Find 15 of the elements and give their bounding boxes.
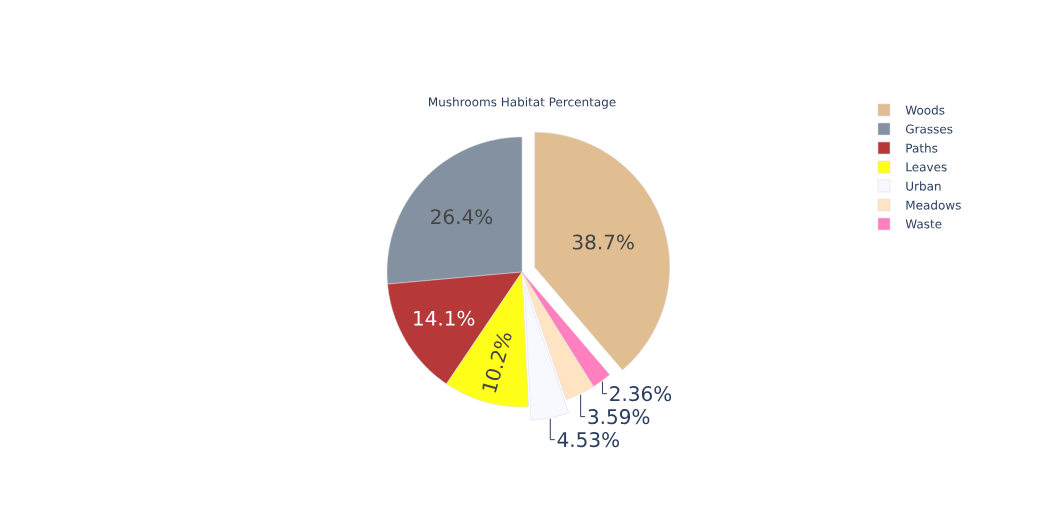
legend-label: Woods [905, 105, 945, 115]
data-label: 3.59% [588, 409, 650, 425]
data-label: 10.2% [482, 333, 512, 393]
legend-label: Urban [906, 181, 941, 191]
legend-label: Waste [905, 219, 942, 229]
legend-label: Paths [906, 143, 938, 153]
data-label: 26.4% [431, 209, 493, 225]
legend-label: Meadows [906, 200, 961, 210]
legend-label: Grasses [905, 124, 953, 134]
data-label: 4.53% [557, 432, 619, 448]
data-label: 38.7% [572, 234, 634, 250]
chart-title: Mushrooms Habitat Percentage [429, 97, 616, 109]
data-label: 14.1% [414, 310, 475, 326]
data-label: 2.36% [610, 386, 672, 402]
legend-label: Leaves [906, 162, 947, 172]
